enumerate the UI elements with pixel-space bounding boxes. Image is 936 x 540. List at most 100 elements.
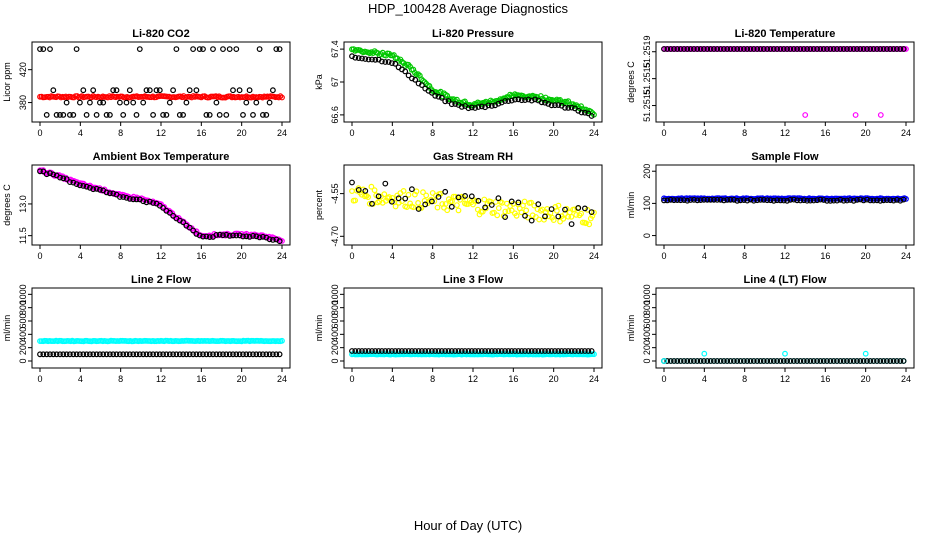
data-point-min bbox=[223, 351, 230, 358]
data-point-min bbox=[196, 351, 203, 358]
data-point-min bbox=[150, 200, 157, 206]
panel-line-4-lt-flow: Line 4 (LT) Flow 0 4 8 12 16 20 24 0 200400600800… bbox=[626, 274, 915, 384]
data-point-min-max bbox=[787, 196, 794, 203]
x-tick-label: 8 bbox=[118, 374, 123, 384]
y-tick-label: 11.5 bbox=[18, 227, 28, 244]
data-point-min-max bbox=[897, 197, 904, 204]
data-point-max bbox=[731, 46, 737, 52]
data-point-min bbox=[146, 351, 153, 358]
data-point-min bbox=[63, 176, 70, 182]
data-point-min bbox=[113, 351, 120, 358]
data-point-min bbox=[724, 358, 731, 364]
data-point-min bbox=[691, 358, 697, 364]
x-tick-label: 20 bbox=[861, 128, 871, 138]
data-point-avg bbox=[560, 215, 567, 222]
data-point-min bbox=[166, 209, 173, 216]
data-point-max bbox=[691, 46, 697, 52]
data-point-min bbox=[445, 98, 452, 104]
data-point-max bbox=[399, 348, 405, 354]
data-point-min bbox=[485, 102, 492, 109]
data-point-min-max bbox=[200, 46, 206, 52]
data-point-max bbox=[545, 348, 552, 354]
data-point-max bbox=[757, 46, 764, 52]
data-point-min bbox=[458, 103, 465, 110]
data-point-min bbox=[160, 351, 167, 358]
data-point-avg bbox=[523, 207, 530, 214]
data-point-min-max bbox=[694, 197, 701, 204]
data-point-min bbox=[63, 351, 70, 358]
data-point-max bbox=[508, 348, 515, 354]
data-point-min-max bbox=[395, 195, 402, 202]
data-point-max bbox=[677, 46, 684, 52]
data-point-min bbox=[435, 93, 442, 100]
data-point-max bbox=[780, 46, 787, 52]
data-point-min bbox=[163, 351, 170, 358]
data-point-min bbox=[126, 195, 133, 202]
data-point-min bbox=[76, 351, 83, 358]
data-point-outliers bbox=[802, 112, 809, 118]
x-tick-label: 20 bbox=[549, 374, 559, 384]
data-point-max bbox=[834, 46, 840, 52]
data-point-avg bbox=[56, 172, 63, 179]
y-tick-label: 0 bbox=[642, 358, 652, 363]
data-point-min bbox=[677, 358, 684, 364]
data-point-min bbox=[273, 351, 280, 358]
data-point-max bbox=[349, 348, 355, 354]
data-point-max bbox=[701, 46, 707, 52]
data-point-avg bbox=[555, 202, 562, 209]
data-point-min bbox=[764, 358, 771, 364]
data-point-min-max bbox=[213, 99, 220, 106]
data-point-min-max bbox=[86, 99, 93, 106]
data-point-min-max bbox=[375, 193, 382, 200]
x-tick-label: 4 bbox=[78, 251, 83, 261]
data-point-min bbox=[60, 175, 67, 182]
data-point-avg bbox=[368, 183, 375, 190]
data-point-max bbox=[784, 46, 790, 52]
data-point-min bbox=[260, 233, 266, 240]
data-point-min bbox=[900, 358, 907, 364]
data-point-min-max bbox=[190, 46, 197, 52]
data-point-min bbox=[787, 358, 794, 364]
data-points bbox=[349, 348, 597, 358]
y-axis-label: degrees C bbox=[2, 184, 12, 226]
data-point-min-max bbox=[130, 99, 137, 106]
data-point-max bbox=[542, 348, 548, 354]
data-point-max bbox=[860, 46, 867, 52]
data-point-min bbox=[419, 82, 425, 88]
data-point-avg bbox=[481, 196, 488, 203]
data-point-min bbox=[438, 94, 445, 101]
data-point-min bbox=[870, 358, 877, 364]
data-point-min-max bbox=[156, 87, 163, 94]
data-point-min bbox=[196, 232, 203, 239]
data-point-min bbox=[116, 194, 123, 200]
data-point-min bbox=[502, 98, 509, 104]
data-point-min bbox=[236, 351, 243, 358]
data-point-min bbox=[80, 182, 87, 189]
data-point-min bbox=[37, 351, 43, 358]
data-point-min bbox=[76, 182, 83, 189]
data-point-min-max bbox=[880, 197, 887, 204]
data-point-max bbox=[884, 46, 890, 52]
data-point-min bbox=[548, 102, 555, 109]
data-point-min bbox=[385, 59, 392, 65]
data-point-min-max bbox=[415, 206, 422, 212]
data-point-min bbox=[190, 227, 197, 234]
x-tick-label: 0 bbox=[661, 374, 666, 384]
data-point-max bbox=[754, 46, 761, 52]
data-point-min bbox=[43, 351, 50, 358]
data-point-max bbox=[661, 46, 667, 52]
data-point-min-max bbox=[508, 198, 515, 205]
data-point-min bbox=[66, 179, 73, 186]
data-point-min-max bbox=[196, 46, 203, 52]
x-tick-label: 12 bbox=[468, 128, 478, 138]
data-point-min bbox=[240, 233, 246, 240]
data-point-min bbox=[880, 358, 887, 364]
data-point-min-max bbox=[814, 197, 820, 204]
data-point-avg bbox=[452, 193, 459, 200]
y-tick-label: 800 bbox=[642, 300, 652, 315]
data-point-min-max bbox=[123, 99, 130, 106]
data-point-min bbox=[57, 351, 63, 358]
data-point-max bbox=[820, 46, 827, 52]
x-tick-label: 24 bbox=[901, 251, 911, 261]
data-point-avg bbox=[513, 212, 520, 219]
